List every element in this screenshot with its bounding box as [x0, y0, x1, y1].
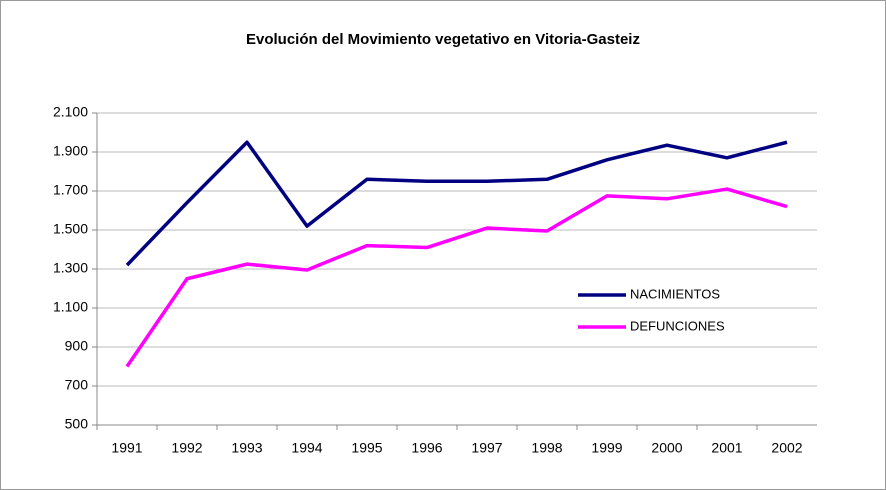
x-tick-label: 1999 [591, 440, 622, 456]
y-tick-label: 900 [65, 338, 89, 354]
x-tick-label: 1993 [231, 440, 262, 456]
y-tick-label: 1.500 [53, 221, 88, 237]
x-tick-label: 1992 [171, 440, 202, 456]
y-tick-label: 1.300 [53, 260, 88, 276]
y-tick-label: 1.100 [53, 299, 88, 315]
chart-title: Evolución del Movimiento vegetativo en V… [246, 31, 640, 48]
x-tick-label: 1994 [291, 440, 322, 456]
y-tick-label: 500 [65, 416, 89, 432]
x-tick-label: 2002 [771, 440, 802, 456]
x-tick-label: 2000 [651, 440, 682, 456]
y-tick-label: 1.700 [53, 182, 88, 198]
legend-label: NACIMIENTOS [630, 286, 720, 301]
y-tick-label: 1.900 [53, 143, 88, 159]
x-tick-label: 1995 [351, 440, 382, 456]
legend-label: DEFUNCIONES [630, 318, 725, 333]
x-tick-label: 1991 [111, 440, 142, 456]
x-tick-label: 2001 [711, 440, 742, 456]
x-tick-label: 1998 [531, 440, 562, 456]
y-tick-label: 2.100 [53, 104, 88, 120]
series-line [125, 140, 788, 267]
series-line [125, 187, 788, 368]
x-tick-label: 1996 [411, 440, 442, 456]
x-tick-label: 1997 [471, 440, 502, 456]
y-tick-label: 700 [65, 377, 89, 393]
